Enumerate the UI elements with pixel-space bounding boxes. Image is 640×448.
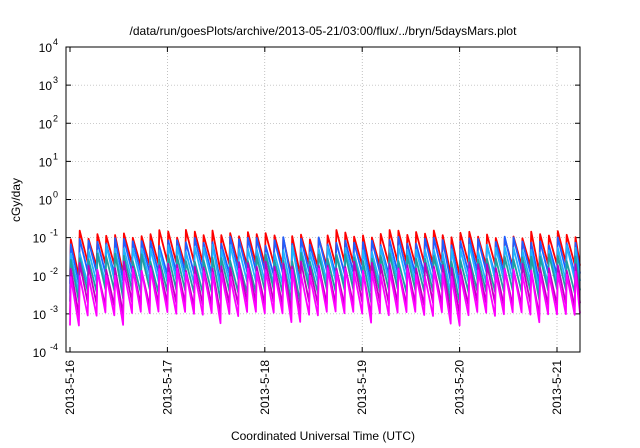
- x-tick-label: 2013-5-16: [63, 360, 77, 415]
- y-tick-label: 10: [39, 117, 53, 131]
- x-axis-label: Coordinated Universal Time (UTC): [231, 429, 415, 443]
- y-tick-label: 10: [33, 346, 47, 360]
- x-tick-label: 2013-5-21: [550, 360, 564, 415]
- x-tick-label: 2013-5-20: [453, 360, 467, 415]
- y-tick-label: 10: [39, 41, 53, 55]
- y-tick-exponent: 3: [53, 75, 58, 85]
- x-tick-label: 2013-5-18: [258, 360, 272, 415]
- y-tick-label: 10: [33, 308, 47, 322]
- y-tick-exponent: 1: [53, 151, 58, 161]
- series-line: [69, 267, 581, 327]
- chart-title: /data/run/goesPlots/archive/2013-05-21/0…: [130, 24, 518, 38]
- y-tick-exponent: -2: [50, 266, 58, 276]
- y-axis-label: cGy/day: [9, 178, 23, 222]
- y-tick-exponent: -3: [50, 304, 58, 314]
- x-tick-labels: 2013-5-16 2013-5-17 2013-5-18 2013-5-19 2013…: [63, 360, 564, 415]
- series-group: [69, 229, 581, 327]
- y-tick-exponent: 4: [53, 37, 58, 47]
- plot-frame: [65, 46, 581, 353]
- y-tick-label: 10: [33, 270, 47, 284]
- y-tick-label: 10: [39, 194, 53, 208]
- y-tick-exponent: -4: [50, 342, 58, 352]
- y-tick-label: 10: [39, 155, 53, 169]
- y-tick-exponent: 0: [53, 190, 58, 200]
- y-tick-exponent: 2: [53, 113, 58, 123]
- y-tick-exponent: -1: [50, 228, 58, 238]
- y-tick-label: 10: [39, 79, 53, 93]
- y-tick-label: 10: [33, 232, 47, 246]
- x-tick-label: 2013-5-17: [160, 360, 174, 415]
- x-tick-label: 2013-5-19: [355, 360, 369, 415]
